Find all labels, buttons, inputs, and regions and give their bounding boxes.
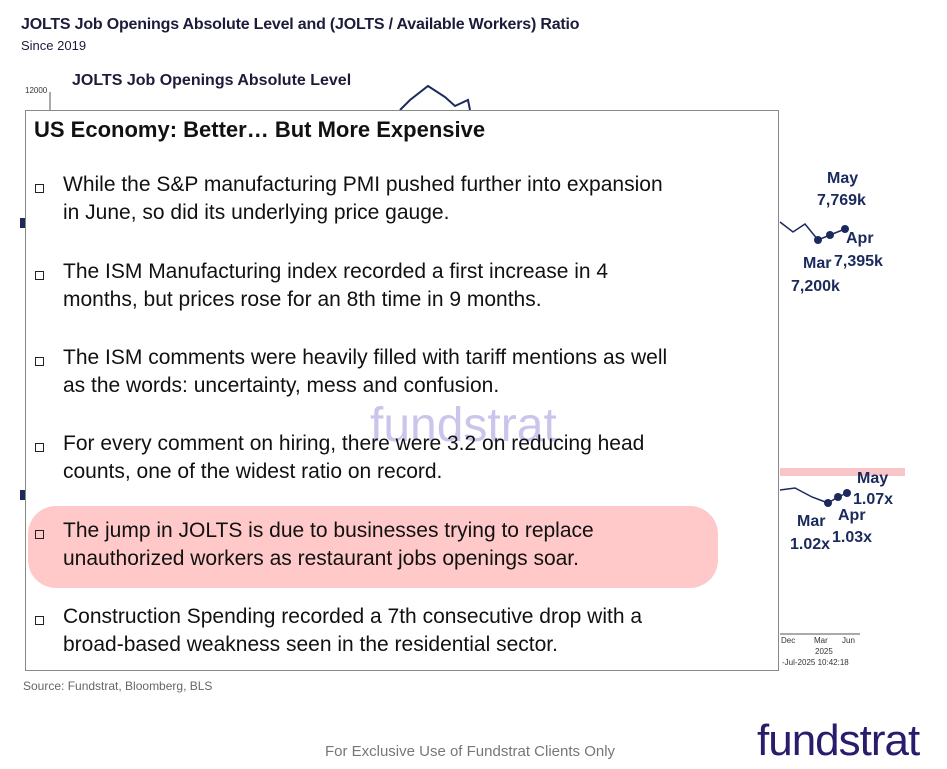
annotation: 7,395k <box>834 253 883 270</box>
annotation: May <box>827 170 859 187</box>
line <box>779 221 846 241</box>
line <box>399 84 471 111</box>
bullet-marker <box>35 530 44 539</box>
panel-title: US Economy: Better… But More Expensive <box>34 117 486 142</box>
annotation: 1.02x <box>790 536 831 553</box>
bullet-text: as the words: uncertainty, mess and conf… <box>63 374 500 397</box>
tick-label: 12000 <box>25 86 48 95</box>
marker <box>20 490 25 500</box>
bullet-text: broad-based weakness seen in the residen… <box>63 633 558 656</box>
annotation: May <box>857 470 889 487</box>
annotation: 7,769k <box>817 192 866 209</box>
dot <box>841 225 849 233</box>
dot <box>834 493 842 501</box>
bullet-marker <box>35 616 44 625</box>
bullet-text: The ISM comments were heavily filled wit… <box>63 346 668 369</box>
bullet-marker <box>35 443 44 452</box>
axis-label: 2025 <box>815 647 833 656</box>
axis-label: Mar <box>814 636 828 645</box>
bullet-text: unauthorized workers as restaurant jobs … <box>63 547 579 570</box>
bullet-text: While the S&P manufacturing PMI pushed f… <box>63 173 663 196</box>
dot <box>843 489 851 497</box>
logo: fundstrat <box>757 716 920 765</box>
marker <box>20 218 25 228</box>
dot <box>824 499 832 507</box>
subtitle: Since 2019 <box>21 38 87 53</box>
bullet-text: months, but prices rose for an 8th time … <box>63 288 542 311</box>
annotation: Mar <box>797 513 826 530</box>
watermark: fundstrat <box>370 399 557 452</box>
highlight <box>28 506 718 588</box>
axis-label: Dec <box>781 636 796 645</box>
annotation: Apr <box>846 230 874 247</box>
bullet-marker <box>35 184 44 193</box>
bullet-text: For every comment on hiring, there were … <box>63 432 645 455</box>
band <box>780 468 905 476</box>
bullet-text: The ISM Manufacturing index recorded a f… <box>63 260 609 283</box>
timestamp: -Jul-2025 10:42:18 <box>782 658 849 667</box>
chart-title: JOLTS Job Openings Absolute Level <box>72 72 352 89</box>
bullet-text: Construction Spending recorded a 7th con… <box>63 605 643 628</box>
bullet-marker <box>35 271 44 280</box>
annotation: 1.07x <box>853 491 894 508</box>
annotation: 1.03x <box>832 529 873 546</box>
dot <box>826 231 834 239</box>
annotation: 7,200k <box>791 278 840 295</box>
bullet-text: counts, one of the widest ratio on recor… <box>63 460 443 483</box>
annotation: Mar <box>803 255 832 272</box>
bullet-text: The jump in JOLTS is due to businesses t… <box>63 519 594 542</box>
title: JOLTS Job Openings Absolute Level and (J… <box>21 16 580 33</box>
dot <box>814 236 822 244</box>
axis-label: Jun <box>842 636 855 645</box>
bullet-text: in June, so did its underlying price gau… <box>63 201 450 224</box>
bullet-marker <box>35 357 44 366</box>
source: Source: Fundstrat, Bloomberg, BLS <box>23 679 213 693</box>
annotation: Apr <box>838 507 866 524</box>
footer: For Exclusive Use of Fundstrat Clients O… <box>324 743 616 760</box>
